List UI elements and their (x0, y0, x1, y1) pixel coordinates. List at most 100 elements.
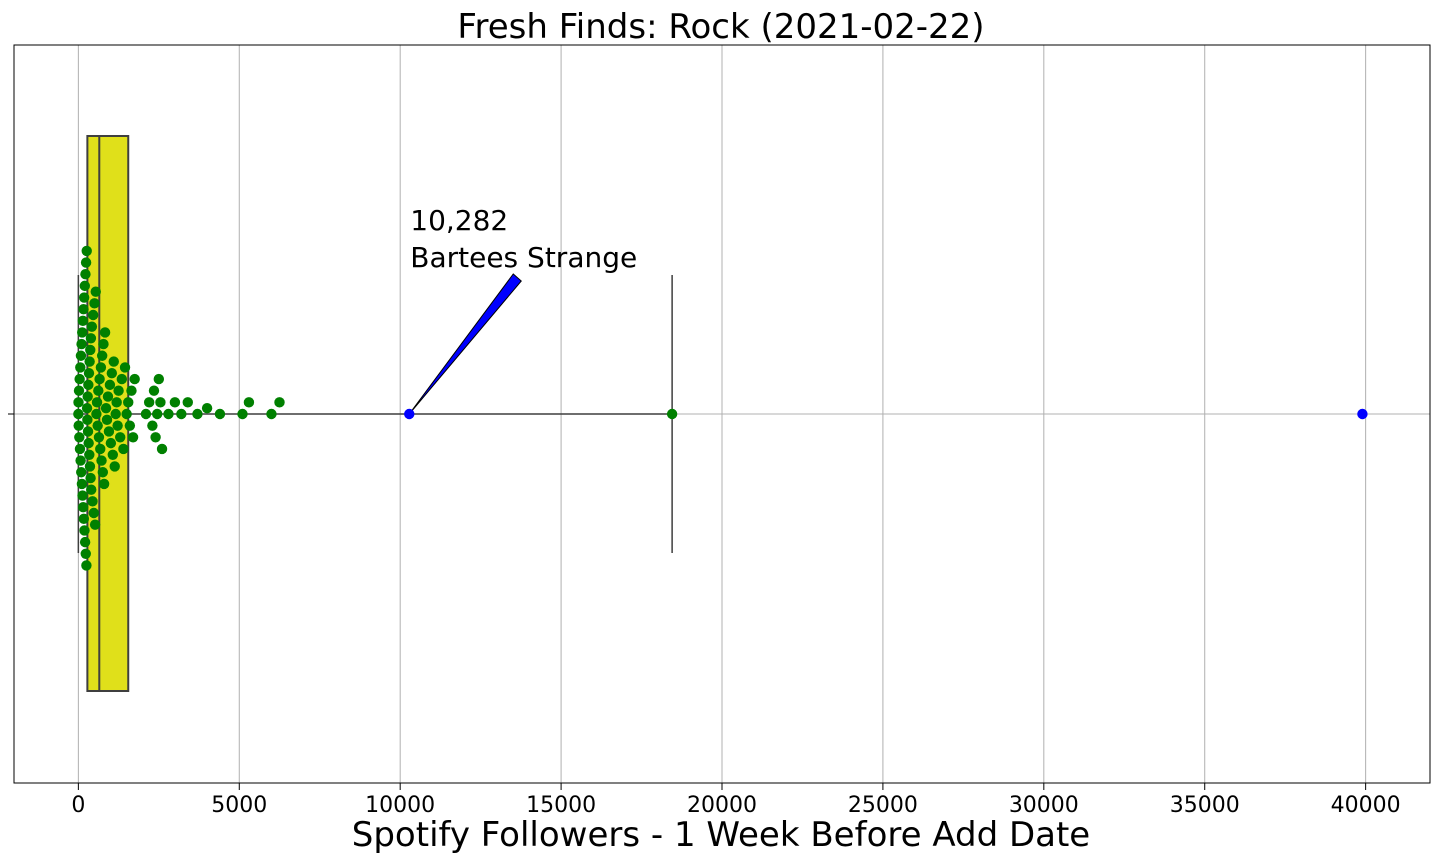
x-tick-label: 40000 (1331, 793, 1401, 818)
swarm-point (108, 356, 119, 367)
swarm-point (119, 362, 131, 373)
swarm-point (140, 408, 152, 420)
swarm-point (84, 461, 96, 472)
swarm-point (81, 560, 92, 571)
swarm-point (82, 414, 93, 426)
swarm-point (182, 397, 193, 408)
swarm-point (78, 513, 90, 525)
swarm-point (73, 385, 85, 396)
annotation-arrow (408, 273, 522, 415)
swarm-point (97, 467, 109, 478)
swarm-point (76, 478, 88, 490)
swarm-point (76, 338, 87, 350)
swarm-point (666, 408, 678, 420)
swarm-point (95, 362, 107, 373)
x-tick-label: 25000 (848, 793, 918, 818)
swarm-point (129, 373, 140, 385)
swarm-point (99, 327, 111, 338)
swarm-point (105, 437, 117, 449)
swarm-point (80, 269, 91, 280)
swarm-point (169, 397, 181, 408)
swarm-point (81, 402, 93, 414)
swarm-point (78, 303, 89, 315)
swarm-point (92, 420, 103, 431)
swarm-point (83, 379, 94, 391)
annotation-value: 10,282 (410, 204, 508, 237)
swarm-point (113, 385, 124, 396)
swarm-point (91, 408, 102, 420)
swarm-point (98, 478, 110, 490)
swarm-point (84, 356, 95, 367)
swarm-point (82, 391, 93, 402)
x-tick-label: 35000 (1170, 793, 1240, 818)
swarm-point (86, 321, 98, 332)
swarm-point (96, 455, 107, 466)
x-tick-label: 15000 (526, 793, 596, 818)
swarm-point (75, 455, 86, 466)
swarm-point (94, 373, 105, 385)
annotation-name: Bartees Strange (410, 241, 637, 274)
swarm-point (82, 426, 94, 437)
highlight-point (1357, 408, 1368, 420)
annotation: 10,282 Bartees Strange (408, 204, 637, 415)
swarm-point (93, 385, 104, 396)
swarm-point (78, 292, 90, 303)
swarm-point (85, 333, 97, 344)
swarm-point (88, 507, 100, 519)
highlight-point (404, 408, 415, 420)
swarm-point (201, 402, 213, 414)
swarm-point (156, 443, 168, 455)
swarm-point (237, 408, 248, 420)
swarm-point (80, 257, 92, 268)
swarm-point (124, 420, 136, 431)
swarm-point (86, 484, 97, 495)
swarm-point (81, 245, 92, 257)
swarm-point (85, 344, 96, 356)
x-tick-label: 5000 (211, 793, 267, 818)
swarm-point (107, 449, 118, 460)
swarm-point (91, 397, 103, 408)
swarm-point (87, 496, 98, 507)
swarm-point (109, 461, 120, 472)
x-axis-label: Spotify Followers - 1 Week Before Add Da… (352, 815, 1090, 855)
swarm-point (83, 368, 95, 379)
swarm-point (121, 408, 132, 420)
swarm-point (102, 391, 114, 402)
swarm-point (192, 408, 203, 420)
swarm-point (103, 426, 115, 437)
swarm-point (85, 472, 96, 484)
swarm-point (96, 350, 108, 361)
swarm-point (74, 373, 85, 385)
x-tick-label: 10000 (365, 793, 435, 818)
swarm-point (112, 420, 123, 431)
swarm-point (115, 432, 126, 443)
swarm-point (76, 467, 87, 478)
chart-title: Fresh Finds: Rock (2021-02-22) (457, 7, 984, 47)
swarm-point (143, 397, 155, 408)
swarm-point (116, 373, 128, 385)
swarm-point (110, 408, 121, 420)
swarm-point (80, 548, 91, 559)
swarm-point (147, 420, 158, 431)
swarm-point (155, 397, 166, 408)
swarm-points (73, 245, 1368, 571)
swarm-point (126, 385, 137, 396)
x-tick-label: 30000 (1009, 793, 1079, 818)
swarm-point (100, 402, 112, 414)
swarm-point (77, 327, 88, 338)
swarm-point (163, 408, 174, 420)
x-axis-ticks: 0 5000 10000 15000 20000 25000 30000 35000 40000 (8, 413, 1401, 818)
swarm-point (74, 443, 86, 455)
swarm-point (95, 443, 106, 455)
swarm-point (79, 280, 91, 292)
swarm-point (79, 525, 90, 536)
swarm-point (150, 432, 161, 443)
swarm-point (148, 385, 160, 396)
swarm-point (87, 309, 99, 321)
swarm-point (101, 414, 113, 426)
swarm-point (123, 397, 134, 408)
swarm-point (90, 286, 101, 297)
swarm-point (111, 397, 122, 408)
